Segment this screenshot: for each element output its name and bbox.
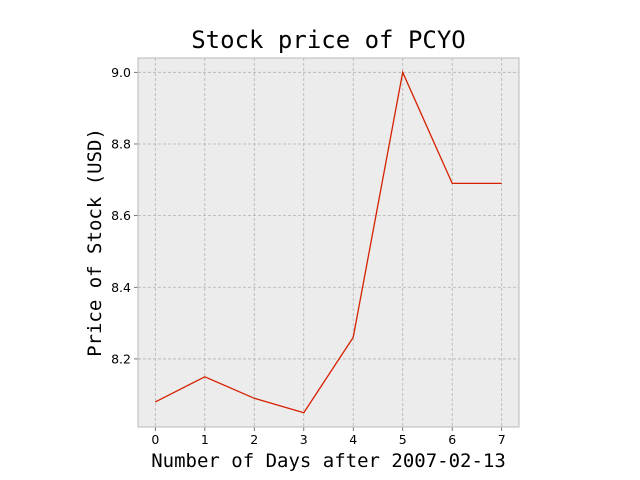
x-tick-label: 2 bbox=[250, 432, 258, 447]
grid-lines bbox=[138, 58, 519, 427]
x-axis-ticks: 0 1 2 3 4 5 6 7 bbox=[151, 427, 506, 447]
y-tick-label: 8.2 bbox=[111, 351, 131, 366]
y-tick-label: 8.4 bbox=[111, 280, 131, 295]
x-tick-label: 4 bbox=[349, 432, 357, 447]
x-tick-label: 7 bbox=[498, 432, 506, 447]
y-tick-label: 8.6 bbox=[111, 208, 131, 223]
y-tick-label: 8.8 bbox=[111, 136, 131, 151]
price-series-line bbox=[155, 70, 502, 414]
x-tick-label: 1 bbox=[201, 432, 209, 447]
plot-frame bbox=[137, 57, 520, 428]
y-axis-label: Price of Stock (USD) bbox=[84, 128, 106, 357]
y-tick-label: 9.0 bbox=[111, 65, 131, 80]
x-tick-label: 3 bbox=[300, 432, 308, 447]
x-tick-label: 0 bbox=[151, 432, 159, 447]
plot-area bbox=[138, 58, 519, 427]
y-axis-ticks: 8.2 8.4 8.6 8.8 9.0 bbox=[111, 65, 138, 366]
x-tick-label: 6 bbox=[448, 432, 456, 447]
x-axis-label: Number of Days after 2007-02-13 bbox=[151, 450, 506, 472]
chart-title: Stock price of PCYO bbox=[191, 26, 466, 54]
x-tick-label: 5 bbox=[399, 432, 407, 447]
